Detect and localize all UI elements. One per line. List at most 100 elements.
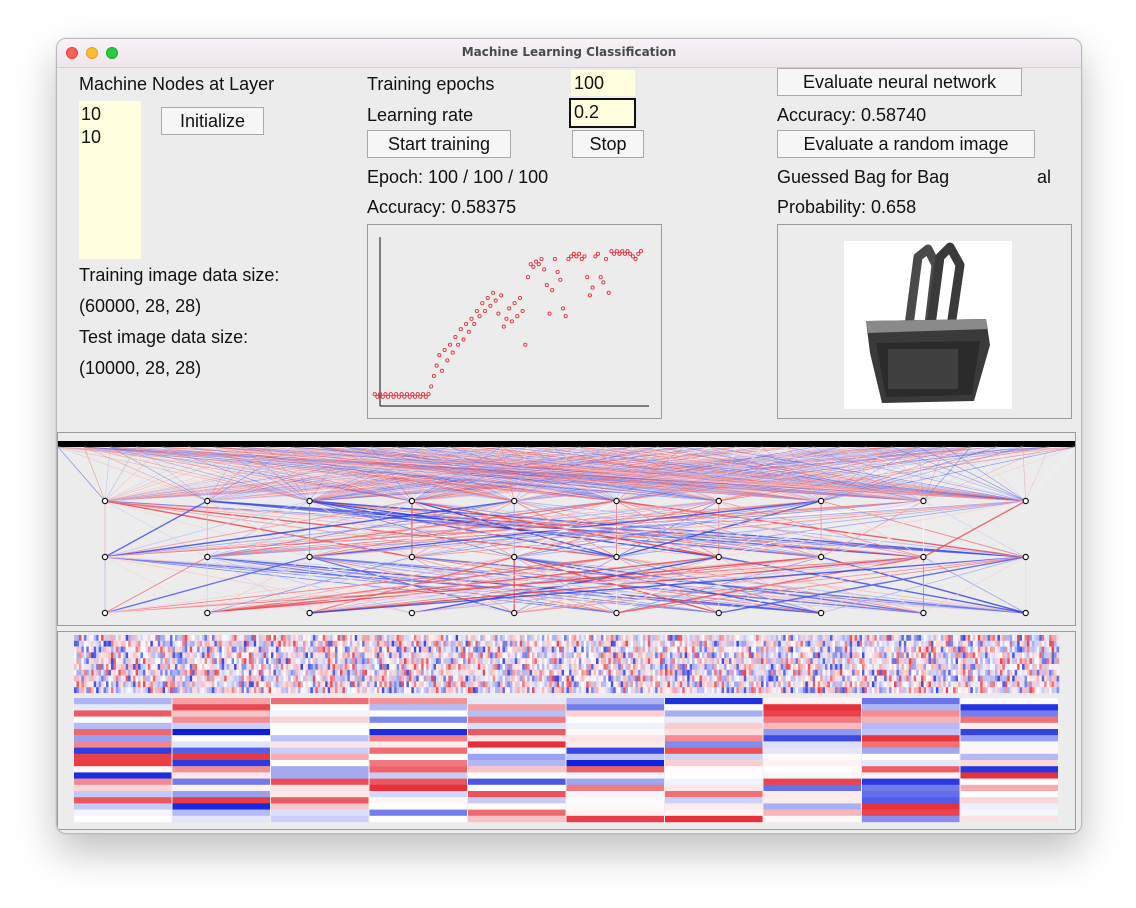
learning-rate-input[interactable]: 0.2: [569, 98, 636, 128]
initialize-button[interactable]: Initialize: [161, 107, 264, 135]
heatmap-cell: [534, 635, 538, 641]
heatmap-cell: [118, 687, 121, 694]
heatmap-cell: [768, 675, 772, 682]
heatmap-cell: [807, 640, 811, 647]
heatmap-cell: [347, 640, 350, 647]
heatmap-cell: [497, 640, 501, 647]
heatmap-cell: [933, 640, 937, 647]
heatmap-cell: [598, 687, 602, 694]
heatmap-cell: [842, 664, 845, 670]
heatmap-cell: [194, 664, 198, 670]
heatmap-cell: [556, 669, 560, 676]
heatmap-cell: [174, 640, 178, 647]
heatmap-cell: [179, 646, 183, 653]
heatmap-cell: [955, 675, 959, 682]
heatmap-cell: [162, 687, 166, 694]
heatmap-cell: [1024, 652, 1028, 659]
heatmap-cell: [970, 640, 974, 647]
heatmap-cell: [487, 640, 491, 647]
heatmap-cell: [926, 640, 929, 647]
heatmap-cell: [275, 646, 279, 653]
close-window-button[interactable]: [66, 47, 78, 59]
heatmap-cell: [485, 658, 488, 665]
heatmap-cell: [881, 687, 885, 694]
heatmap-cell: [916, 658, 919, 665]
heatmap-cell: [906, 669, 909, 676]
input-edge: [501, 446, 1026, 502]
evaluate-network-button[interactable]: Evaluate neural network: [777, 68, 1022, 96]
heatmap-cell: [91, 669, 94, 676]
heatmap-cell: [179, 687, 183, 694]
heatmap-cell: [684, 664, 688, 670]
heatmap-row: [271, 741, 369, 748]
heatmap-cell: [128, 652, 131, 659]
chart-point: [536, 262, 541, 267]
stop-button[interactable]: Stop: [572, 130, 644, 158]
heatmap-cell: [214, 687, 218, 694]
heatmap-cell: [529, 669, 533, 676]
minimize-window-button[interactable]: [86, 47, 98, 59]
heatmap-cell: [450, 669, 454, 676]
zoom-window-button[interactable]: [106, 47, 118, 59]
evaluate-random-image-button[interactable]: Evaluate a random image: [777, 130, 1035, 158]
heatmap-cell: [248, 635, 252, 641]
heatmap-cell: [687, 658, 690, 665]
layer-nodes-textarea[interactable]: 10 10: [79, 101, 141, 259]
heatmap-cell: [332, 658, 336, 665]
heatmap-cell: [829, 635, 833, 641]
start-training-button[interactable]: Start training: [367, 130, 511, 158]
heatmap-cell: [711, 687, 715, 694]
heatmap-cell: [197, 675, 200, 682]
heatmap-cell: [147, 687, 151, 694]
heatmap-cell: [598, 669, 602, 676]
heatmap-cell: [96, 635, 99, 641]
input-edge: [83, 446, 106, 502]
heatmap-cell: [898, 675, 902, 682]
heatmap-cell: [401, 646, 405, 653]
heatmap-row: [566, 753, 664, 761]
heatmap-cell: [982, 640, 986, 647]
heatmap-cell: [564, 646, 567, 653]
heatmap-cell: [684, 652, 688, 659]
heatmap-cell: [320, 681, 323, 688]
heatmap-cell: [706, 681, 710, 688]
network-node: [204, 553, 211, 561]
heatmap-cell: [93, 681, 97, 688]
heatmap-cell: [221, 658, 225, 665]
heatmap-cell: [189, 664, 193, 670]
heatmap-cell: [322, 646, 326, 653]
heatmap-cell: [997, 635, 1001, 641]
heatmap-cell: [135, 681, 139, 688]
heatmap-cell: [600, 646, 604, 653]
network-node: [306, 497, 313, 505]
heatmap-row: [763, 753, 861, 761]
heatmap-cell: [896, 681, 900, 688]
heatmap-cell: [389, 687, 392, 694]
heatmap-cell: [901, 675, 905, 682]
heatmap-cell: [701, 669, 705, 676]
heatmap-cell: [726, 635, 730, 641]
heatmap-cell: [913, 652, 917, 659]
heatmap-cell: [662, 652, 666, 659]
heatmap-cell: [290, 675, 294, 682]
heatmap-cell: [300, 635, 304, 641]
heatmap-row: [271, 747, 369, 754]
heatmap-cell: [546, 635, 550, 641]
heatmap-cell: [810, 664, 813, 670]
heatmap-cell: [460, 640, 464, 647]
heatmap-cell: [275, 669, 279, 676]
heatmap-cell: [189, 646, 193, 653]
heatmap-cell: [497, 652, 501, 659]
network-node: [101, 553, 109, 561]
heatmap-cell: [514, 675, 518, 682]
epochs-input[interactable]: 100: [571, 70, 635, 96]
heatmap-cell: [536, 635, 540, 641]
heatmap-cell: [455, 681, 459, 688]
chart-point: [445, 358, 450, 363]
heatmap-cell: [450, 658, 454, 665]
heatmap-cell: [842, 681, 845, 688]
heatmap-cell: [335, 669, 338, 676]
heatmap-cell: [120, 658, 124, 665]
heatmap-cell: [697, 669, 700, 676]
heatmap-cell: [342, 687, 346, 694]
